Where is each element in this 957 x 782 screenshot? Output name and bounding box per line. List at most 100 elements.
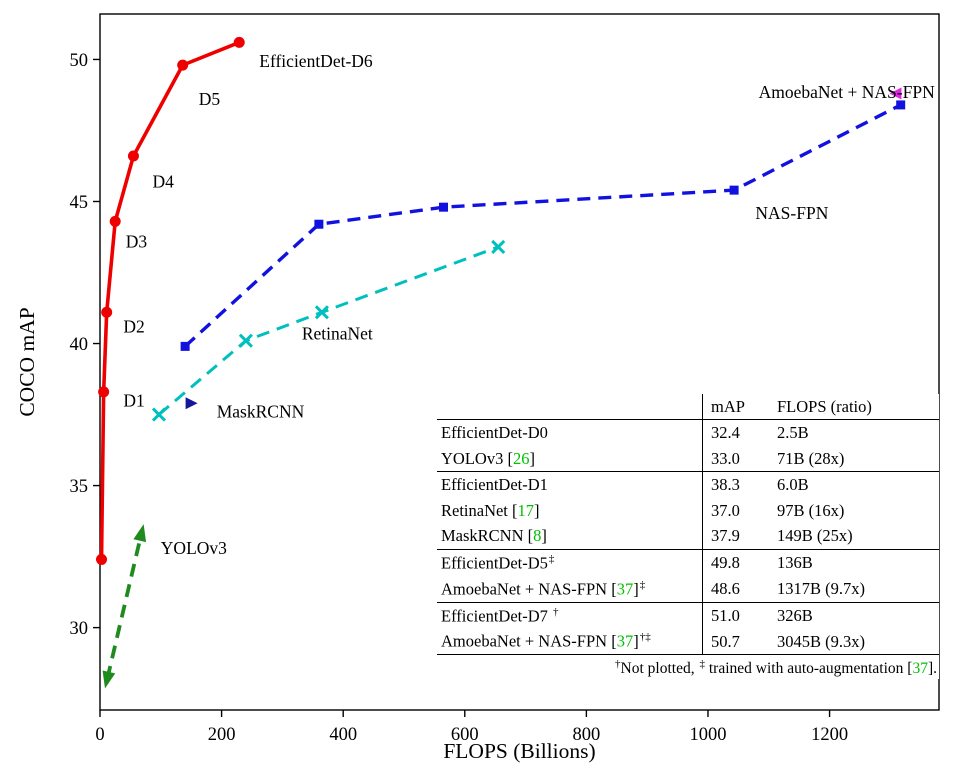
series-line <box>158 245 499 416</box>
y-tick-label: 35 <box>70 477 89 497</box>
y-tick-label: 45 <box>70 193 89 213</box>
table-row: YOLOv3 [26] 33.0 71B (28x) <box>437 445 939 472</box>
model-name-cell: RetinaNet [17] <box>441 500 540 520</box>
y-tick-label: 30 <box>70 619 89 639</box>
footnote-text-1: Not plotted, <box>620 660 699 678</box>
map-value-cell: 33.0 <box>702 445 773 472</box>
double-dagger-mark: ‡ <box>699 658 705 671</box>
x-tick-label: 1200 <box>811 725 848 745</box>
model-name-cell: EfficientDet-D7 † <box>441 605 559 626</box>
model-name-cell: EfficientDet-D5‡ <box>441 552 555 573</box>
flops-value-cell: 3045B (9.3x) <box>777 631 865 651</box>
table-row: EfficientDet-D5‡ 49.8 136B <box>437 549 939 576</box>
map-value-cell: 48.6 <box>702 575 773 602</box>
comparison-table: mAP FLOPS (ratio) EfficientDet-D0 32.4 2.5… <box>437 394 939 679</box>
data-point-x <box>151 407 167 422</box>
y-tick-label: 50 <box>70 51 89 71</box>
x-axis-label: FLOPS (Billions) <box>443 739 595 763</box>
flops-value-cell: 136B <box>777 552 813 572</box>
data-point-triangle <box>889 87 902 100</box>
citation-37: 37 <box>912 660 928 678</box>
table-row: MaskRCNN [8] 37.9 149B (25x) <box>437 523 939 550</box>
model-name-cell: AmoebaNet + NAS-FPN [37]‡ <box>441 578 646 599</box>
data-point-triangle <box>185 397 198 410</box>
data-point-square <box>896 100 906 110</box>
chart-annotation: NAS-FPN <box>755 203 828 223</box>
model-name-cell: EfficientDet-D1 <box>441 475 548 495</box>
data-point-square <box>439 202 449 212</box>
x-tick-label: 800 <box>573 725 601 745</box>
citation-number: 37 <box>616 631 634 651</box>
flops-value-cell: 149B (25x) <box>777 526 853 546</box>
data-point-square <box>180 341 190 351</box>
citation-number: 37 <box>616 579 634 599</box>
data-point-x <box>491 239 506 255</box>
chart-annotation: YOLOv3 <box>161 538 227 558</box>
model-name-cell: AmoebaNet + NAS-FPN [37]†‡ <box>441 631 651 651</box>
model-comparison-table: mAP FLOPS (ratio) EfficientDet-D0 32.4 2.5… <box>437 394 939 655</box>
chart-annotation: D4 <box>153 172 175 192</box>
plot-frame <box>99 13 940 711</box>
arrowhead <box>133 524 147 543</box>
data-point-circle <box>98 386 110 398</box>
x-tick-label: 400 <box>329 725 357 745</box>
model-name-cell: EfficientDet-D0 <box>441 423 548 443</box>
map-value-cell: 51.0 <box>702 602 773 629</box>
flops-value-cell: 1317B (9.7x) <box>777 578 865 598</box>
footnote-text-2: trained with auto-augmentation [ <box>704 660 913 678</box>
data-point-circle <box>177 59 189 71</box>
table-row: RetinaNet [17] 37.0 97B (16x) <box>437 497 939 524</box>
chart-annotation: D3 <box>126 231 148 251</box>
data-point-x <box>314 305 329 320</box>
model-name-cell: MaskRCNN [8] <box>441 526 547 546</box>
y-tick-label: 40 <box>70 335 89 355</box>
map-value-cell: 50.7 <box>702 628 773 655</box>
flops-value-cell: 2.5B <box>777 423 809 443</box>
chart-annotation: RetinaNet <box>302 324 373 344</box>
chart-annotation: D2 <box>123 316 144 336</box>
table-row: EfficientDet-D0 32.4 2.5B <box>437 419 939 446</box>
data-point-square <box>314 219 324 229</box>
x-tick-label: 600 <box>451 725 479 745</box>
flops-value-cell: 326B <box>777 605 813 625</box>
chart-annotation: D1 <box>123 390 144 410</box>
x-tick-label: 200 <box>208 725 236 745</box>
x-tick-label: 0 <box>95 725 104 745</box>
table-footnote: †Not plotted, ‡ trained with auto-augmen… <box>437 655 939 678</box>
col-map: mAP <box>702 394 773 420</box>
citation-number: 17 <box>517 500 535 520</box>
data-point-circle <box>101 306 113 318</box>
data-point-circle <box>127 150 139 162</box>
flops-value-cell: 71B (28x) <box>777 448 845 468</box>
footnote-text-3: ]. <box>927 660 937 678</box>
data-point-square <box>729 185 739 195</box>
table-row: AmoebaNet + NAS-FPN [37]‡ 48.6 1317B (9.7x… <box>437 575 939 602</box>
map-value-cell: 37.0 <box>702 497 773 524</box>
chart-annotation: MaskRCNN <box>217 402 305 422</box>
map-value-cell: 32.4 <box>702 419 773 446</box>
flops-value-cell: 97B (16x) <box>777 500 845 520</box>
map-value-cell: 38.3 <box>702 471 773 498</box>
table-row: EfficientDet-D7 † 51.0 326B <box>437 602 939 629</box>
y-axis-label: COCO mAP <box>15 307 39 416</box>
table-row: AmoebaNet + NAS-FPN [37]†‡ 50.7 3045B (9.3… <box>437 628 939 655</box>
dagger-mark: † <box>615 658 621 671</box>
chart-annotation: AmoebaNet + NAS-FPN <box>759 82 935 102</box>
chart-annotation: EfficientDet-D6 <box>259 51 373 71</box>
data-point-circle <box>109 215 121 227</box>
table-header-row: mAP FLOPS (ratio) <box>437 394 939 420</box>
citation-number: 8 <box>533 526 542 546</box>
map-value-cell: 37.9 <box>702 523 773 550</box>
table-row: EfficientDet-D1 38.3 6.0B <box>437 471 939 498</box>
flops-value-cell: 6.0B <box>777 475 809 495</box>
data-point-circle <box>96 553 108 565</box>
data-point-circle <box>233 36 245 48</box>
model-name-cell: YOLOv3 [26] <box>441 448 535 468</box>
arrowhead <box>102 670 116 689</box>
citation-number: 26 <box>512 448 530 468</box>
chart-annotation: D5 <box>199 89 221 109</box>
col-model <box>437 394 703 420</box>
data-point-x <box>238 333 253 348</box>
col-flops: FLOPS (ratio) <box>777 397 872 416</box>
